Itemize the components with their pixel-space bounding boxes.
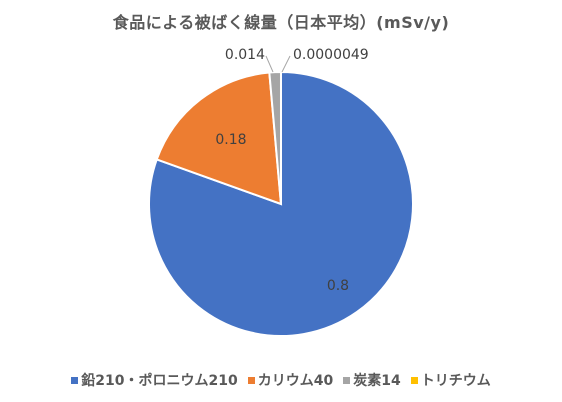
legend-item: カリウム40 xyxy=(247,370,334,390)
data-label: 0.014 xyxy=(225,47,265,63)
data-label: 0.0000049 xyxy=(293,47,369,63)
leader-line xyxy=(281,55,291,73)
legend-swatch xyxy=(247,376,255,384)
legend: 鉛210・ポロニウム210 カリウム40 炭素14 トリチウム xyxy=(0,370,562,390)
legend-label: 鉛210・ポロニウム210 xyxy=(81,373,238,389)
legend-label: カリウム40 xyxy=(257,373,334,389)
pie-slice xyxy=(155,71,283,206)
legend-item: 炭素14 xyxy=(343,370,401,390)
chart-title: 食品による被ばく線量（日本平均）(mSv/y) xyxy=(112,13,450,32)
legend-label: 炭素14 xyxy=(353,373,401,389)
legend-swatch xyxy=(410,376,418,384)
data-label: 0.8 xyxy=(327,278,349,294)
leader-line xyxy=(265,55,274,73)
data-label: 0.18 xyxy=(215,132,246,148)
legend-item: トリチウム xyxy=(410,370,491,390)
legend-item: 鉛210・ポロニウム210 xyxy=(71,370,238,390)
legend-swatch xyxy=(343,376,351,384)
pie-slice xyxy=(148,70,414,337)
legend-swatch xyxy=(71,376,79,384)
legend-label: トリチウム xyxy=(420,373,491,389)
